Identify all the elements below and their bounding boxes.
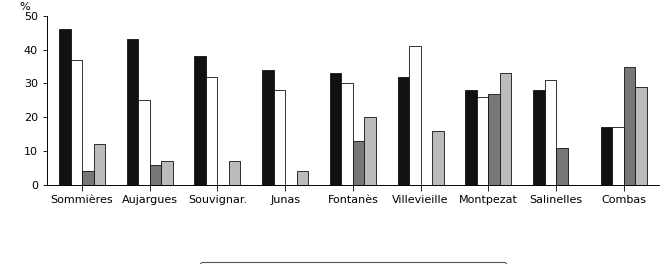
Bar	[636, 87, 647, 185]
Bar	[150, 164, 161, 185]
Bar	[365, 117, 376, 185]
Bar	[138, 100, 150, 185]
Bar	[624, 67, 636, 185]
Bar	[533, 90, 545, 185]
Bar	[59, 29, 70, 185]
Bar	[82, 171, 94, 185]
Bar	[206, 77, 217, 185]
Bar	[274, 90, 285, 185]
Bar	[341, 83, 353, 185]
Bar	[397, 77, 409, 185]
Bar	[195, 56, 206, 185]
Bar	[432, 131, 444, 185]
Bar	[545, 80, 556, 185]
Bar	[353, 141, 365, 185]
Bar	[500, 73, 511, 185]
Bar	[477, 97, 488, 185]
Bar	[262, 70, 274, 185]
Bar	[296, 171, 308, 185]
Bar	[409, 46, 421, 185]
Bar	[161, 161, 173, 185]
Bar	[601, 127, 612, 185]
Bar	[330, 73, 341, 185]
Legend: Vigne, Labour, Pâturage, Bois: Vigne, Labour, Pâturage, Bois	[199, 262, 506, 264]
Bar	[556, 148, 567, 185]
Bar	[94, 144, 105, 185]
Bar	[612, 127, 624, 185]
Bar	[466, 90, 477, 185]
Bar	[229, 161, 240, 185]
Bar	[126, 40, 138, 185]
Bar	[488, 93, 500, 185]
Bar	[70, 60, 82, 185]
Text: %: %	[19, 2, 30, 12]
